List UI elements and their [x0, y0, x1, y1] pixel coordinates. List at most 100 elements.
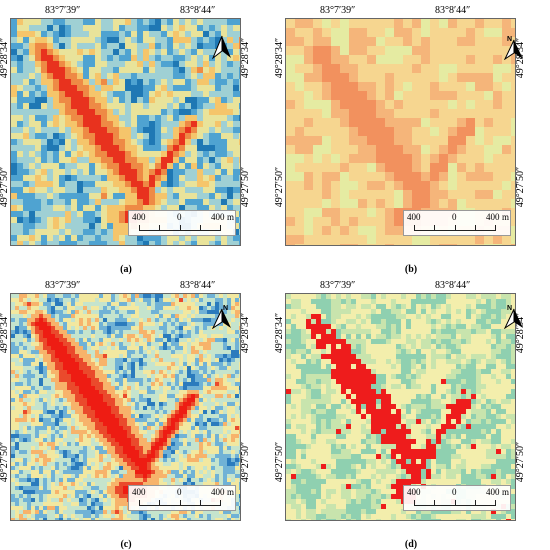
- raster-cell: [77, 241, 84, 245]
- raster-cell: [167, 390, 172, 395]
- raster-cell: [161, 73, 168, 80]
- raster-cell: [87, 406, 92, 411]
- raster-cell: [502, 181, 512, 191]
- raster-cell: [215, 181, 222, 188]
- raster-cell: [167, 294, 172, 299]
- raster-cell: [466, 91, 476, 101]
- raster-cell: [219, 338, 224, 343]
- raster-cell: [286, 91, 296, 101]
- raster-cell: [286, 136, 296, 146]
- raster-cell: [147, 410, 152, 415]
- raster-cell: [27, 306, 32, 311]
- raster-cell: [367, 118, 377, 128]
- raster-cell: [219, 418, 224, 423]
- raster-cell: [67, 334, 72, 339]
- raster-cell: [143, 406, 148, 411]
- raster-cell: [457, 37, 467, 47]
- raster-cell: [83, 37, 90, 44]
- raster-cell: [191, 362, 196, 367]
- raster-cell: [179, 139, 186, 146]
- raster-cell: [239, 422, 240, 427]
- raster-cell: [113, 241, 120, 245]
- raster-cell: [17, 133, 24, 140]
- raster-cell: [191, 103, 198, 110]
- raster-cell: [71, 139, 78, 146]
- raster-cell: [63, 374, 68, 379]
- raster-cell: [79, 374, 84, 379]
- raster-cell: [155, 169, 162, 176]
- raster-cell: [63, 382, 68, 387]
- raster-cell: [233, 43, 240, 50]
- raster-cell: [87, 374, 92, 379]
- raster-cell: [103, 414, 108, 419]
- raster-cell: [79, 326, 84, 331]
- raster-cell: [322, 109, 332, 119]
- raster-cell: [151, 402, 156, 407]
- raster-cell: [191, 151, 198, 158]
- raster-cell: [31, 358, 36, 363]
- raster-cell: [99, 350, 104, 355]
- raster-cell: [87, 370, 92, 375]
- raster-cell: [151, 310, 156, 315]
- raster-cell: [11, 121, 18, 128]
- raster-cell: [99, 306, 104, 311]
- raster-cell: [55, 378, 60, 383]
- raster-cell: [195, 466, 200, 471]
- raster-cell: [313, 109, 323, 119]
- raster-cell: [53, 175, 60, 182]
- raster-cell: [107, 127, 114, 134]
- raster-cell: [101, 181, 108, 188]
- raster-cell: [127, 414, 132, 419]
- raster-cell: [83, 19, 90, 26]
- raster-cell: [43, 350, 48, 355]
- raster-cell: [23, 430, 28, 435]
- raster-cell: [313, 190, 323, 200]
- raster-cell: [111, 462, 116, 467]
- raster-cell: [511, 145, 515, 155]
- raster-cell: [75, 450, 80, 455]
- raster-cell: [107, 338, 112, 343]
- raster-cell: [23, 438, 28, 443]
- raster-cell: [173, 175, 180, 182]
- raster-cell: [227, 133, 234, 140]
- raster-cell: [125, 55, 132, 62]
- raster-cell: [161, 181, 168, 188]
- raster-cell: [147, 322, 152, 327]
- raster-cell: [27, 394, 32, 399]
- raster-cell: [235, 406, 240, 411]
- scale-mid-label: 0: [452, 212, 457, 222]
- raster-cell: [95, 466, 100, 471]
- raster-cell: [119, 330, 124, 335]
- raster-cell: [159, 326, 164, 331]
- raster-cell: [139, 430, 144, 435]
- raster-cell: [31, 470, 36, 475]
- raster-cell: [83, 398, 88, 403]
- raster-cell: [421, 163, 431, 173]
- raster-cell: [47, 193, 54, 200]
- raster-cell: [11, 474, 16, 479]
- raster-cell: [111, 302, 116, 307]
- raster-cell: [11, 458, 16, 463]
- raster-cell: [484, 199, 494, 209]
- raster-cell: [223, 342, 228, 347]
- raster-cell: [11, 314, 16, 319]
- raster-cell: [119, 450, 124, 455]
- raster-cell: [35, 418, 40, 423]
- raster-cell: [113, 151, 120, 158]
- raster-cell: [35, 446, 40, 451]
- raster-cell: [71, 109, 78, 116]
- raster-cell: [119, 326, 124, 331]
- raster-cell: [139, 394, 144, 399]
- raster-cell: [223, 322, 228, 327]
- raster-cell: [155, 187, 162, 194]
- raster-cell: [421, 199, 431, 209]
- raster-cell: [31, 418, 36, 423]
- raster-cell: [385, 190, 395, 200]
- raster-cell: [75, 442, 80, 447]
- raster-cell: [175, 338, 180, 343]
- raster-cell: [233, 97, 240, 104]
- raster-cell: [29, 187, 36, 194]
- raster-cell: [39, 306, 44, 311]
- raster-cell: [113, 67, 120, 74]
- raster-cell: [502, 28, 512, 38]
